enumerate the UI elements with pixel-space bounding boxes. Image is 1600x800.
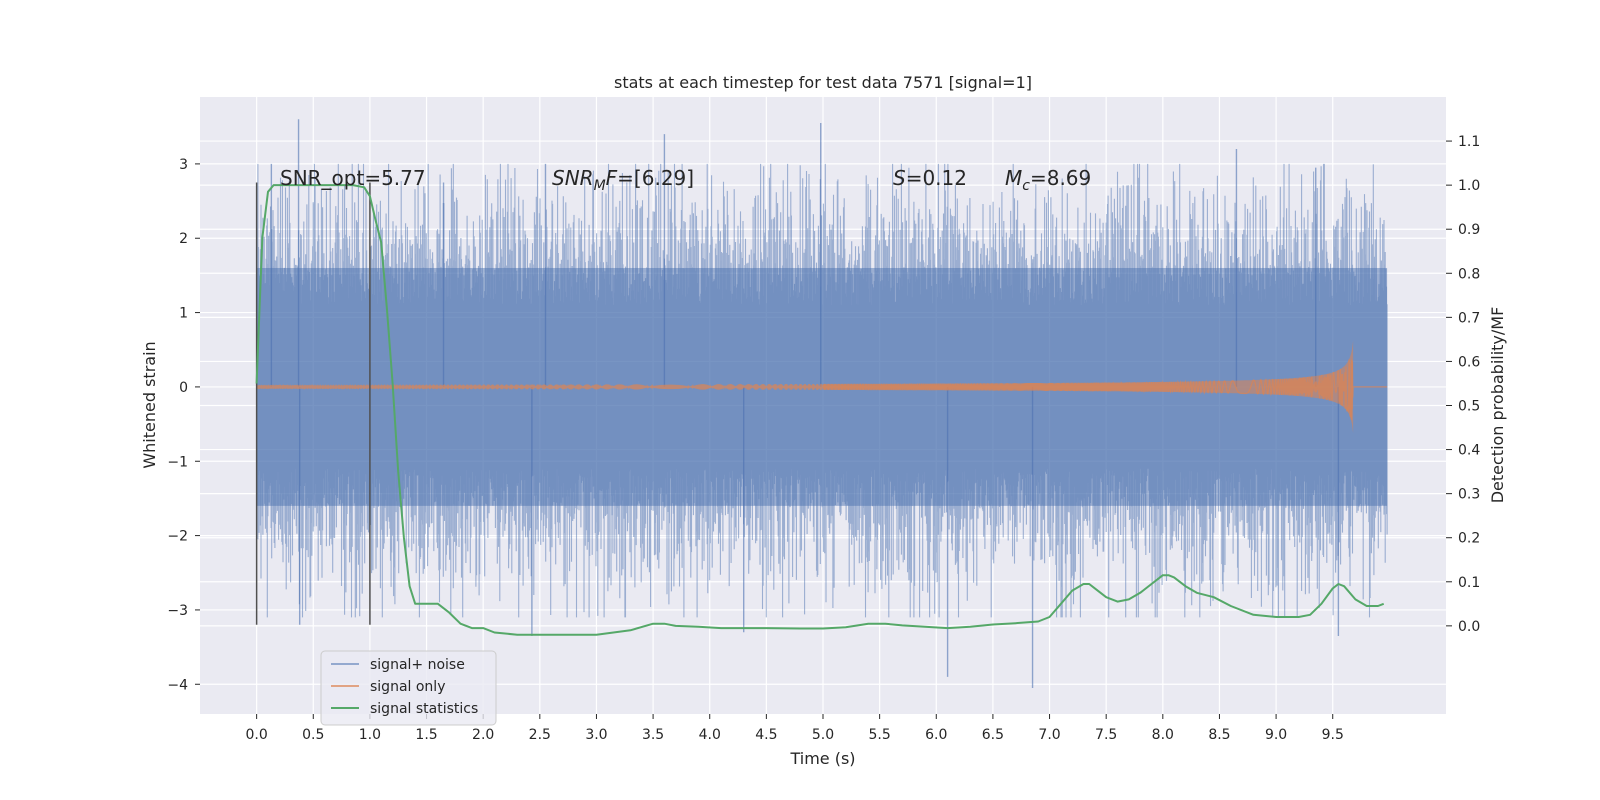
annotation-s-name: S	[893, 166, 906, 190]
legend-box	[320, 650, 497, 726]
x-tick-label-19: 9.5	[1322, 727, 1344, 743]
x-tick-label-16: 8.0	[1152, 727, 1174, 743]
yl-tick-label-5: −2	[167, 529, 188, 545]
annotation-s-value: =0.12	[906, 166, 967, 190]
legend-label-signal: signal only	[370, 679, 445, 695]
yr-tick-label-5: 0.6	[1458, 354, 1480, 370]
yl-tick-label-6: −3	[167, 603, 188, 619]
yr-tick-label-6: 0.5	[1458, 399, 1480, 415]
yl-tick-label-4: −1	[167, 454, 188, 470]
annotation-snr-mf: SNRMF=[6.29]	[552, 166, 694, 194]
yr-tick-label-11: 0.0	[1458, 619, 1480, 635]
yr-tick-label-8: 0.3	[1458, 487, 1480, 503]
yr-tick-label-7: 0.4	[1458, 443, 1480, 459]
x-tick-label-5: 2.5	[529, 727, 551, 743]
annotation-snr-mf-base: SNR	[552, 166, 594, 190]
x-tick-label-6: 3.0	[585, 727, 607, 743]
y-left-axis-label: Whitened strain	[140, 341, 159, 468]
annotation-s: S=0.12	[893, 166, 967, 190]
legend: signal+ noise signal only signal statist…	[320, 650, 497, 726]
annotation-snr-mf-value: =[6.29]	[617, 166, 694, 190]
x-tick-label-13: 6.5	[982, 727, 1004, 743]
x-tick-label-18: 9.0	[1265, 727, 1287, 743]
yl-tick-label-0: 3	[179, 157, 188, 173]
x-tick-label-10: 5.0	[812, 727, 834, 743]
x-tick-label-1: 0.5	[302, 727, 324, 743]
legend-label-noise: signal+ noise	[370, 657, 465, 673]
x-tick-label-8: 4.0	[699, 727, 721, 743]
stat-line	[255, 184, 1385, 636]
annotation-mc-base: M	[1005, 166, 1022, 190]
yr-tick-label-0: 1.1	[1458, 134, 1480, 150]
x-axis-label: Time (s)	[789, 749, 855, 768]
yr-tick-label-2: 0.9	[1458, 222, 1480, 238]
yr-tick-label-9: 0.2	[1458, 531, 1480, 547]
annotation-snr-opt: SNR_opt=5.77	[280, 166, 426, 190]
y-right-axis-label: Detection probability/MF	[1488, 307, 1507, 504]
x-tick-label-14: 7.0	[1038, 727, 1060, 743]
legend-label-stat: signal statistics	[370, 701, 478, 717]
markers	[255, 182, 371, 625]
yr-tick-label-1: 1.0	[1458, 178, 1480, 194]
annotation-snr-mf-mid: F	[606, 166, 618, 190]
annotation-mc-value: =8.69	[1030, 166, 1091, 190]
series-signal-only	[256, 340, 1388, 433]
annotation-mc: Mc=8.69	[1005, 166, 1091, 194]
x-tick-label-4: 2.0	[472, 727, 494, 743]
yr-tick-label-10: 0.1	[1458, 575, 1480, 591]
yr-tick-label-4: 0.7	[1458, 310, 1480, 326]
x-tick-label-15: 7.5	[1095, 727, 1117, 743]
x-tick-label-11: 5.5	[869, 727, 891, 743]
x-tick-label-0: 0.0	[246, 727, 268, 743]
yl-tick-label-1: 2	[179, 231, 188, 247]
y-left-axis-ticks: 3 2 1 0 −1 −2 −3 −4	[167, 157, 200, 693]
y-right-axis-ticks: 1.1 1.0 0.9 0.8 0.7 0.6 0.5 0.4 0.3 0.2 0.1 0.0	[1446, 134, 1480, 635]
series-signal-statistics	[255, 184, 1385, 636]
x-axis-ticks: 0.0 0.5 1.0 1.5 2.0 2.5 3.0 3.5 4.0 4.5 5.0 5.5 6.0 6…	[246, 714, 1344, 743]
yl-tick-label-3: 0	[179, 380, 188, 396]
yl-tick-label-2: 1	[179, 306, 188, 322]
chart-title: stats at each timestep for test data 757…	[614, 73, 1032, 92]
annotation-mc-sub: c	[1022, 178, 1030, 194]
signal-envelope	[823, 340, 1354, 433]
x-tick-label-3: 1.5	[415, 727, 437, 743]
yl-tick-label-7: −4	[167, 677, 188, 693]
x-tick-label-7: 3.5	[642, 727, 664, 743]
x-tick-label-12: 6.0	[925, 727, 947, 743]
x-tick-label-17: 8.5	[1208, 727, 1230, 743]
x-tick-label-2: 1.0	[359, 727, 381, 743]
yr-tick-label-3: 0.8	[1458, 266, 1480, 282]
x-tick-label-9: 4.5	[755, 727, 777, 743]
annotation-snr-mf-sub: M	[594, 178, 606, 194]
